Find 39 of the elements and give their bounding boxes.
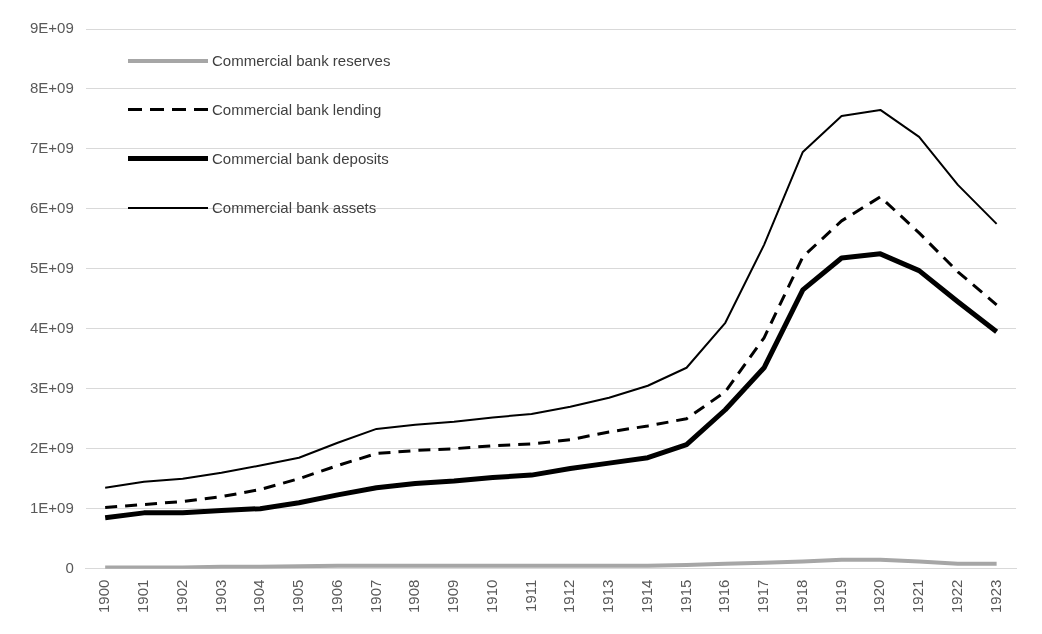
x-tick-label: 1901 (134, 579, 152, 614)
x-tick-label: 1909 (444, 579, 462, 614)
x-tick-label: 1906 (327, 579, 345, 614)
x-tick-label: 1907 (366, 579, 384, 614)
x-tick-label: 1904 (250, 579, 268, 614)
x-tick-label: 1920 (870, 579, 888, 614)
y-tick-label: 4E+09 (29, 318, 74, 336)
x-tick-label: 1900 (95, 579, 113, 614)
legend-label: Commercial bank assets (212, 199, 377, 216)
x-tick-label: 1910 (482, 579, 500, 614)
x-tick-label: 1921 (909, 579, 927, 614)
line-series (103, 195, 999, 509)
x-tick-label: 1922 (948, 579, 965, 614)
x-tick-label: 1913 (599, 579, 617, 614)
y-tick-label: 0 (65, 558, 74, 576)
x-tick-label: 1908 (405, 579, 423, 614)
x-tick-label: 1919 (831, 579, 849, 614)
x-tick-label: 1903 (211, 579, 229, 614)
x-tick-label: 1914 (637, 579, 655, 614)
x-tick-label: 1905 (289, 579, 307, 614)
y-tick-label: 3E+09 (29, 378, 74, 396)
x-tick-label: 1915 (676, 579, 694, 614)
legend-label: Commercial bank lending (212, 101, 382, 118)
y-tick-label: 8E+09 (29, 79, 74, 97)
x-tick-label: 1912 (560, 579, 578, 614)
y-tick-label: 7E+09 (29, 139, 74, 157)
y-tick-label: 1E+09 (29, 498, 74, 516)
y-tick-label: 6E+09 (29, 199, 74, 217)
y-tick-label: 2E+09 (29, 438, 74, 456)
x-tick-label: 1916 (715, 579, 733, 614)
x-tick-label: 1902 (172, 579, 190, 614)
legend-label: Commercial bank deposits (212, 150, 389, 167)
x-tick-label: 1911 (521, 579, 539, 612)
x-tick-label: 1918 (792, 579, 810, 614)
x-tick-label: 1923 (986, 579, 1004, 614)
y-tick-label: 9E+09 (29, 19, 74, 37)
y-tick-label: 5E+09 (29, 258, 74, 276)
legend-label: Commercial bank reserves (212, 52, 391, 69)
x-tick-label: 1917 (754, 579, 772, 614)
